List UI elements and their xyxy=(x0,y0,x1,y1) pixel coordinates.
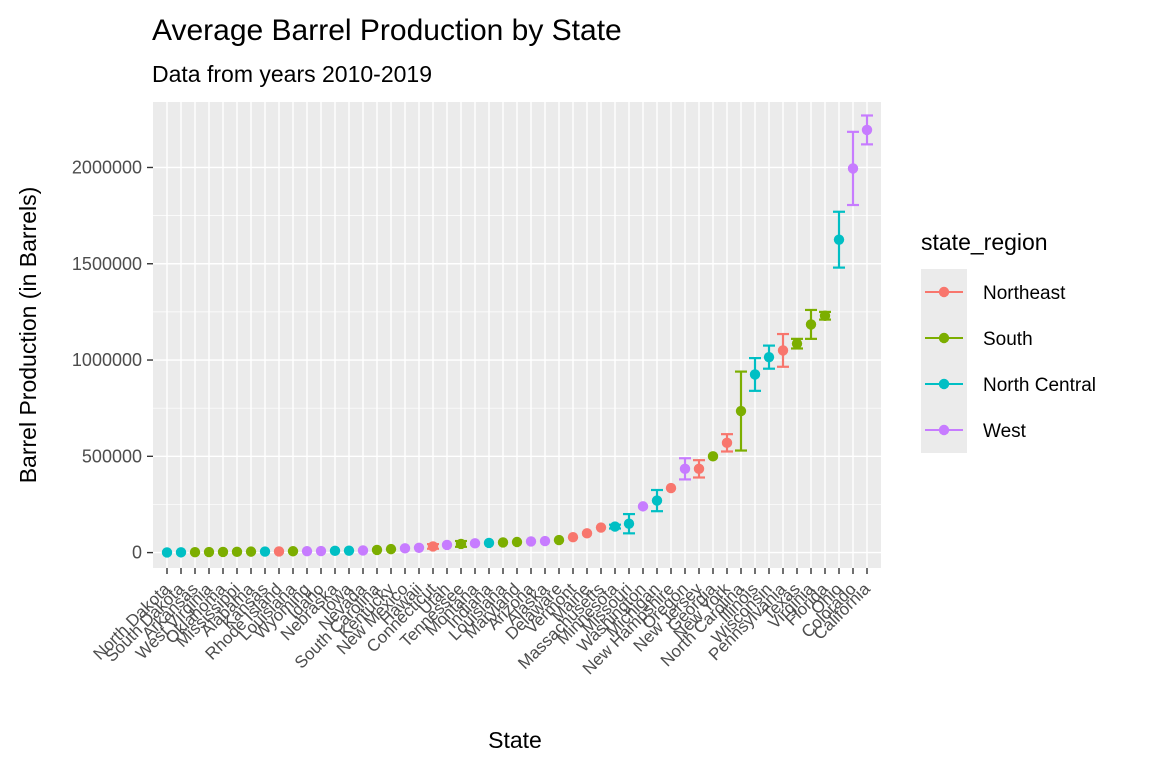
data-point xyxy=(679,463,691,475)
data-point xyxy=(455,538,467,550)
data-point xyxy=(553,534,565,546)
data-point xyxy=(483,537,495,549)
data-point xyxy=(357,545,369,556)
data-point xyxy=(497,537,509,548)
x-axis-title: State xyxy=(488,727,542,753)
data-point xyxy=(301,545,313,557)
data-point xyxy=(273,546,285,557)
legend-key-point xyxy=(938,286,950,298)
data-point xyxy=(413,542,425,553)
data-point xyxy=(567,531,579,543)
data-point xyxy=(595,522,607,533)
data-point xyxy=(231,546,243,558)
data-point xyxy=(217,546,229,558)
y-tick-label: 1500000 xyxy=(72,254,142,274)
data-point xyxy=(791,338,803,349)
data-point xyxy=(651,495,663,506)
data-point xyxy=(287,546,299,557)
data-point xyxy=(161,547,173,558)
y-tick-label: 1000000 xyxy=(72,350,142,370)
legend-label: West xyxy=(983,421,1027,442)
legend-key-point xyxy=(938,332,950,344)
legend-label: Northeast xyxy=(983,283,1066,304)
y-tick-label: 0 xyxy=(132,543,142,563)
data-point xyxy=(861,124,873,136)
chart-title: Average Barrel Production by State xyxy=(152,14,622,47)
data-point xyxy=(609,521,621,532)
data-point xyxy=(819,310,831,321)
data-point xyxy=(371,544,383,556)
data-point xyxy=(441,539,453,551)
y-tick-label: 500000 xyxy=(82,446,142,466)
data-point xyxy=(385,543,397,555)
data-point xyxy=(175,547,187,558)
data-point xyxy=(623,518,635,529)
data-point xyxy=(805,319,817,330)
data-point xyxy=(777,345,789,356)
data-point xyxy=(665,482,677,494)
legend-label: North Central xyxy=(983,375,1096,396)
major-gridlines xyxy=(153,102,881,568)
data-point xyxy=(343,545,355,556)
data-point xyxy=(427,541,439,552)
data-point xyxy=(763,351,775,363)
chart-subtitle: Data from years 2010-2019 xyxy=(152,61,432,87)
data-points xyxy=(161,124,873,558)
data-point xyxy=(693,463,705,475)
data-point xyxy=(707,451,719,462)
data-point xyxy=(469,538,481,549)
y-axis-ticks: 0 500000 1000000 1500000 2000000 xyxy=(72,157,153,563)
data-point xyxy=(539,535,551,547)
data-point xyxy=(525,536,537,547)
legend-key-point xyxy=(938,378,950,390)
data-point xyxy=(399,543,411,554)
legend: state_region Northeast South North Central… xyxy=(921,229,1096,453)
data-point xyxy=(833,234,845,245)
legend-key-point xyxy=(938,424,950,436)
legend-label: South xyxy=(983,329,1033,350)
data-point xyxy=(749,369,761,380)
data-point xyxy=(189,547,201,558)
y-tick-label: 2000000 xyxy=(72,157,142,177)
data-point xyxy=(245,546,257,557)
data-point xyxy=(511,536,523,548)
data-point xyxy=(847,163,859,174)
data-point xyxy=(581,528,593,539)
legend-title: state_region xyxy=(921,229,1048,255)
y-axis-title: Barrel Production (in Barrels) xyxy=(15,187,41,484)
data-point xyxy=(721,437,733,449)
data-point xyxy=(735,405,747,417)
data-point xyxy=(329,545,341,557)
data-point xyxy=(315,545,327,557)
data-point xyxy=(637,501,649,512)
data-point xyxy=(259,546,271,557)
data-point xyxy=(203,546,215,558)
